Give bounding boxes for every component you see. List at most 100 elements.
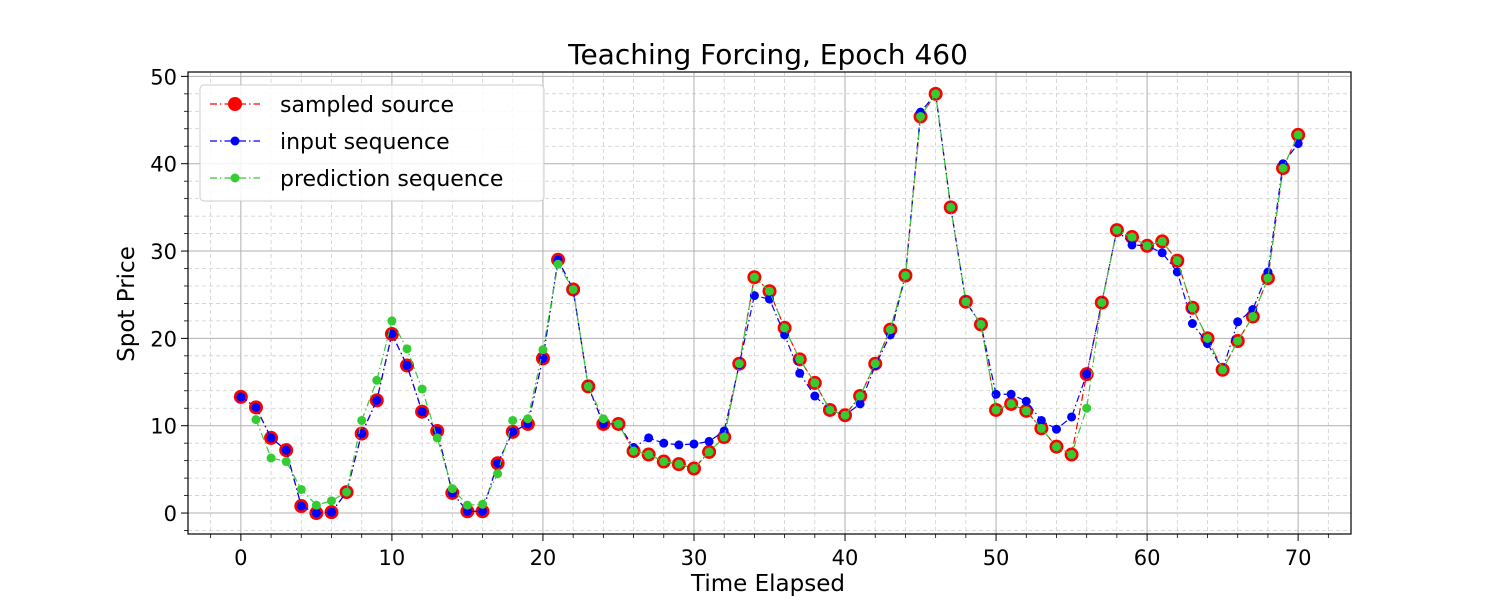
x-tick-label: 50	[983, 546, 1010, 570]
data-point	[236, 392, 246, 402]
data-point	[1278, 163, 1288, 173]
series-line	[255, 92, 1299, 506]
legend: sampled source input sequence prediction…	[199, 84, 545, 202]
data-point	[1157, 248, 1167, 258]
data-point	[1082, 403, 1092, 413]
data-point	[1097, 298, 1107, 308]
data-point	[991, 389, 1001, 399]
data-point	[644, 433, 654, 443]
data-point	[523, 414, 533, 424]
y-tick-label: 20	[150, 327, 177, 351]
data-point	[251, 402, 261, 412]
series-prediction-sequence	[251, 89, 1303, 510]
axis-ticks: 0 10 20 30 40 50 60 70 0 10 20 30 40 50	[150, 65, 1329, 570]
data-point	[1082, 369, 1092, 379]
data-point	[432, 433, 442, 443]
data-point	[1142, 241, 1152, 251]
data-point	[1187, 303, 1197, 313]
data-point	[402, 360, 412, 370]
legend-marker-prediction-sequence	[230, 173, 240, 183]
data-point	[281, 457, 291, 467]
y-axis-label: Spot Price	[114, 246, 140, 362]
x-axis-label: Time Elapsed	[690, 571, 845, 597]
data-point	[780, 323, 790, 333]
data-point	[1112, 225, 1122, 235]
data-point	[659, 438, 669, 448]
data-point	[765, 286, 774, 296]
data-point	[704, 447, 714, 457]
legend-item-sampled-source: sampled source	[210, 93, 454, 118]
data-point	[1172, 267, 1182, 277]
x-tick-label: 60	[1134, 546, 1161, 570]
x-tick-label: 30	[681, 546, 708, 570]
data-point	[795, 354, 805, 364]
legend-marker-sampled-source	[228, 97, 242, 111]
data-point	[916, 112, 926, 122]
data-point	[417, 384, 427, 394]
x-tick-label: 0	[234, 546, 247, 570]
data-point	[296, 484, 306, 494]
y-tick-label: 30	[150, 240, 177, 264]
x-tick-label: 70	[1285, 546, 1312, 570]
data-point	[1157, 236, 1167, 246]
series-layer	[233, 86, 1306, 521]
data-point	[372, 375, 382, 385]
legend-label-input-sequence: input sequence	[280, 130, 450, 155]
data-point	[1067, 450, 1077, 460]
data-point	[251, 415, 261, 425]
legend-item-prediction-sequence: prediction sequence	[210, 167, 503, 192]
data-point	[1021, 406, 1031, 416]
data-point	[976, 319, 986, 329]
data-point	[1248, 312, 1258, 322]
chart-title: Teaching Forcing, Epoch 460	[567, 38, 968, 71]
data-point	[1172, 256, 1182, 266]
data-point	[342, 487, 352, 497]
data-point	[553, 259, 563, 269]
data-point	[749, 272, 759, 282]
data-point	[810, 391, 820, 401]
data-point	[1233, 317, 1243, 327]
data-point	[810, 378, 820, 388]
data-point	[266, 453, 276, 463]
data-point	[402, 344, 412, 354]
y-tick-label: 40	[150, 153, 177, 177]
data-point	[689, 439, 699, 449]
data-point	[825, 405, 835, 415]
data-point	[855, 391, 865, 401]
data-point	[326, 507, 336, 517]
data-point	[598, 414, 608, 424]
y-tick-label: 50	[150, 65, 177, 89]
data-point	[1036, 415, 1046, 425]
legend-label-sampled-source: sampled source	[280, 93, 454, 118]
data-point	[870, 359, 880, 369]
data-point	[674, 459, 684, 469]
data-point	[357, 415, 367, 425]
data-point	[311, 508, 321, 518]
data-point	[538, 345, 548, 355]
data-point	[719, 432, 729, 442]
data-point	[1127, 232, 1137, 242]
x-tick-label: 40	[832, 546, 859, 570]
series-sampled-source	[233, 86, 1306, 521]
data-point	[629, 446, 639, 456]
data-point	[508, 427, 518, 437]
data-point	[372, 395, 382, 405]
data-point	[1203, 333, 1213, 343]
legend-box	[199, 84, 545, 202]
data-point	[946, 202, 956, 212]
data-point	[991, 405, 1001, 415]
y-tick-label: 10	[150, 415, 177, 439]
x-tick-label: 20	[530, 546, 557, 570]
data-point	[931, 89, 941, 99]
data-point	[1051, 424, 1061, 434]
data-point	[583, 381, 593, 391]
y-tick-label: 0	[164, 502, 177, 526]
legend-marker-input-sequence	[230, 136, 240, 146]
data-point	[855, 399, 865, 409]
data-point	[1127, 240, 1137, 250]
data-point	[1006, 399, 1016, 409]
data-point	[1233, 336, 1243, 346]
legend-label-prediction-sequence: prediction sequence	[280, 167, 503, 192]
data-point	[311, 500, 321, 510]
